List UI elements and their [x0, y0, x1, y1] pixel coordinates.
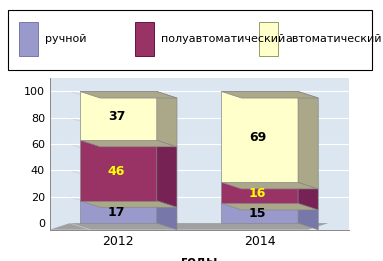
Polygon shape	[221, 182, 318, 189]
Text: автоматический: автоматический	[285, 34, 382, 44]
Polygon shape	[221, 203, 298, 223]
Polygon shape	[80, 91, 157, 140]
Polygon shape	[157, 91, 177, 147]
Polygon shape	[50, 223, 328, 230]
Text: 69: 69	[249, 131, 266, 144]
Text: 17: 17	[108, 206, 125, 219]
Polygon shape	[221, 203, 318, 210]
Polygon shape	[221, 182, 298, 203]
Polygon shape	[298, 203, 318, 230]
Bar	[259, 22, 278, 56]
Polygon shape	[157, 201, 177, 230]
Polygon shape	[157, 140, 177, 207]
Polygon shape	[298, 91, 318, 189]
Text: 15: 15	[249, 207, 267, 220]
Polygon shape	[80, 201, 177, 207]
Polygon shape	[298, 182, 318, 210]
Polygon shape	[80, 140, 177, 147]
Polygon shape	[221, 91, 298, 182]
Bar	[135, 22, 154, 56]
Text: 37: 37	[108, 110, 125, 123]
Polygon shape	[80, 140, 157, 201]
Text: полуавтоматический: полуавтоматический	[162, 34, 286, 44]
Bar	[19, 22, 38, 56]
Polygon shape	[80, 91, 177, 98]
FancyBboxPatch shape	[8, 10, 372, 70]
Text: 46: 46	[108, 165, 125, 177]
Text: ручной: ручной	[45, 34, 87, 44]
Polygon shape	[80, 201, 157, 223]
Polygon shape	[221, 91, 318, 98]
X-axis label: годы: годы	[181, 254, 217, 261]
Text: 16: 16	[249, 187, 267, 200]
